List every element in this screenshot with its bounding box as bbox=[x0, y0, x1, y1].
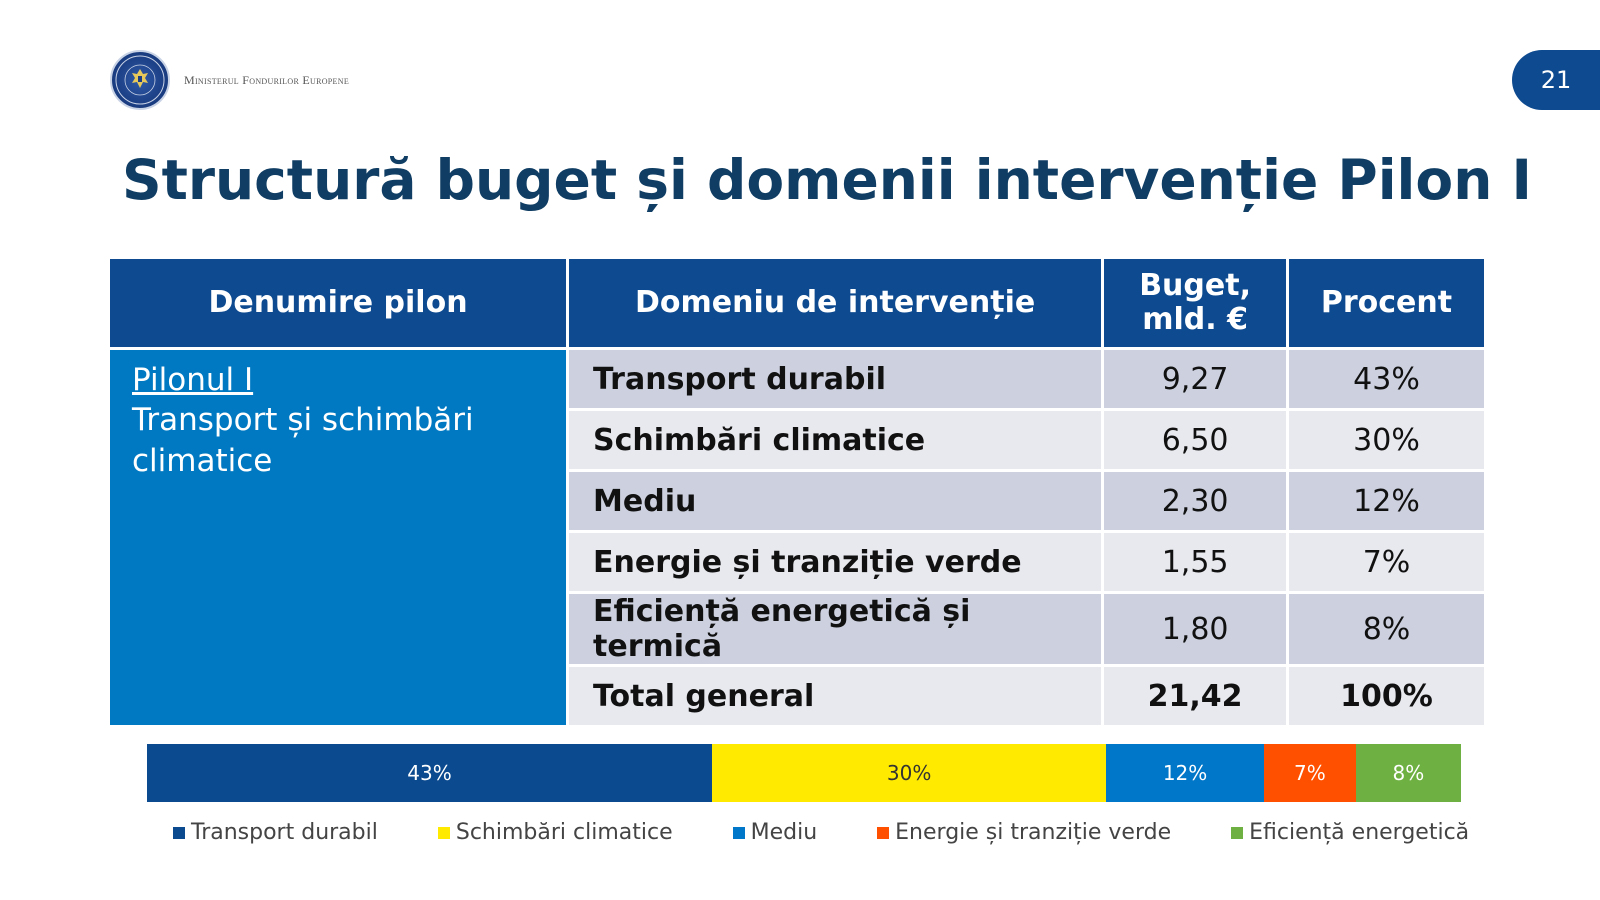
table-header-row: Denumire pilon Domeniu de intervenție Bu… bbox=[110, 259, 1484, 347]
header-pillar: Denumire pilon bbox=[110, 259, 567, 347]
page-number-badge: 21 bbox=[1512, 50, 1600, 110]
legend-item: Mediu bbox=[732, 820, 818, 845]
legend-item: Schimbări climatice bbox=[437, 820, 673, 845]
pillar-description: Transport și schimbări climatice bbox=[132, 402, 474, 479]
table-total-row: Total general 21,42 100% bbox=[110, 667, 1484, 725]
bar-segment: 8% bbox=[1355, 744, 1461, 802]
bar-segment: 7% bbox=[1263, 744, 1356, 802]
ministry-name: Ministerul Fondurilor Europene bbox=[184, 72, 350, 87]
table-row: Eficiență energetică și termică 1,80 8% bbox=[110, 594, 1484, 664]
budget-cell: 1,55 bbox=[1104, 533, 1286, 591]
total-percent-cell: 100% bbox=[1289, 667, 1484, 725]
domain-cell: Energie și tranziție verde bbox=[569, 533, 1102, 591]
header-budget: Buget, mld. € bbox=[1104, 259, 1286, 347]
header-domain: Domeniu de intervenție bbox=[569, 259, 1102, 347]
legend-swatch bbox=[173, 826, 185, 839]
header: Ministerul Fondurilor Europene bbox=[110, 48, 349, 112]
legend-label: Mediu bbox=[750, 820, 818, 845]
budget-cell: 1,80 bbox=[1104, 594, 1286, 664]
table-row: Pilonul I Transport și schimbări climati… bbox=[110, 350, 1484, 725]
budget-cell: 6,50 bbox=[1104, 411, 1286, 469]
chart-legend: Transport durabil Schimbări climatice Medi… bbox=[173, 820, 1469, 845]
budget-cell: 2,30 bbox=[1104, 472, 1286, 530]
bar-segment: 12% bbox=[1106, 744, 1264, 802]
budget-cell: 9,27 bbox=[1104, 350, 1286, 408]
bar-segment-label: 12% bbox=[1162, 761, 1208, 785]
legend-swatch bbox=[877, 826, 890, 839]
domain-cell: Schimbări climatice bbox=[569, 411, 1102, 469]
total-budget-cell: 21,42 bbox=[1104, 667, 1286, 725]
header-percent: Procent bbox=[1289, 259, 1484, 347]
legend-item: Transport durabil bbox=[173, 820, 378, 845]
pillar-name-link[interactable]: Pilonul I bbox=[132, 362, 254, 398]
legend-item: Eficiență energetică bbox=[1231, 820, 1469, 845]
table-row: Energie și tranziție verde 1,55 7% bbox=[110, 533, 1484, 591]
legend-swatch bbox=[437, 826, 450, 839]
stacked-bar-chart: 43% 30% 12% 7% 8% bbox=[147, 744, 1461, 802]
domain-cell: Eficiență energetică și termică bbox=[569, 594, 1102, 664]
budget-table: Denumire pilon Domeniu de intervenție Bu… bbox=[107, 256, 1487, 728]
bar-segment-label: 30% bbox=[886, 761, 932, 785]
domain-cell: Transport durabil bbox=[569, 350, 1102, 408]
percent-cell: 30% bbox=[1289, 411, 1484, 469]
legend-label: Transport durabil bbox=[191, 820, 378, 845]
bar-segment-label: 7% bbox=[1293, 761, 1326, 785]
percent-cell: 43% bbox=[1289, 350, 1484, 408]
percent-cell: 8% bbox=[1289, 594, 1484, 664]
bar-segment-label: 8% bbox=[1392, 761, 1425, 785]
legend-swatch bbox=[1231, 826, 1244, 839]
total-label-cell: Total general bbox=[569, 667, 1102, 725]
government-seal-logo bbox=[110, 50, 170, 110]
legend-swatch bbox=[732, 826, 745, 839]
legend-item: Energie și tranziție verde bbox=[877, 820, 1171, 845]
bar-segment: 43% bbox=[147, 744, 713, 802]
domain-cell: Mediu bbox=[569, 472, 1102, 530]
legend-label: Energie și tranziție verde bbox=[895, 820, 1172, 845]
pillar-cell: Pilonul I Transport și schimbări climati… bbox=[110, 350, 567, 725]
slide-title: Structură buget și domenii intervenție P… bbox=[122, 148, 1532, 212]
bar-segment: 30% bbox=[712, 744, 1107, 802]
bar-segment-label: 43% bbox=[407, 761, 452, 785]
percent-cell: 12% bbox=[1289, 472, 1484, 530]
table-row: Schimbări climatice 6,50 30% bbox=[110, 411, 1484, 469]
legend-label: Schimbări climatice bbox=[455, 820, 673, 845]
table-row: Mediu 2,30 12% bbox=[110, 472, 1484, 530]
legend-label: Eficiență energetică bbox=[1249, 820, 1470, 845]
percent-cell: 7% bbox=[1289, 533, 1484, 591]
